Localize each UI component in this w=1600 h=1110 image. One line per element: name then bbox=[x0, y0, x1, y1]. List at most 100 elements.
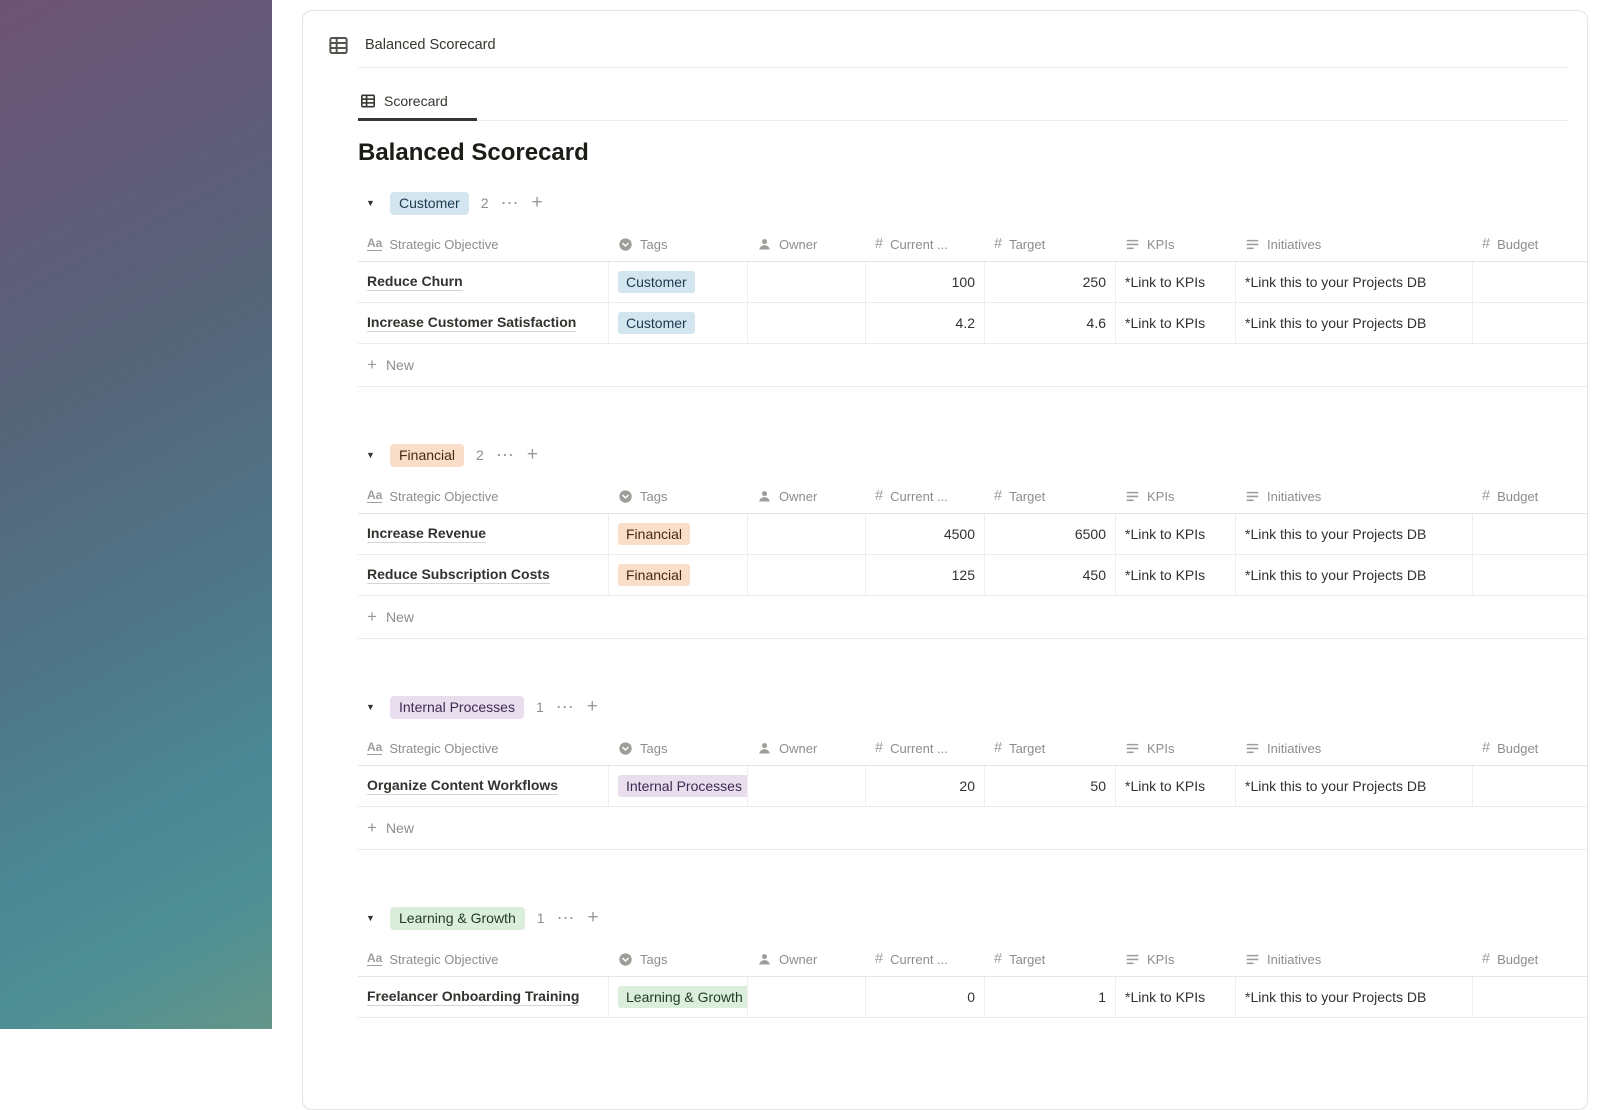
cell-target[interactable]: 1 bbox=[985, 977, 1116, 1017]
group-add-row-icon[interactable]: + bbox=[586, 696, 598, 717]
cell-current[interactable]: 125 bbox=[866, 555, 985, 595]
column-header-kpis[interactable]: KPIs bbox=[1116, 489, 1236, 504]
tab-scorecard[interactable]: Scorecard bbox=[358, 86, 477, 121]
column-header-initiatives[interactable]: Initiatives bbox=[1236, 952, 1473, 967]
column-header-kpis[interactable]: KPIs bbox=[1116, 237, 1236, 252]
group-add-row-icon[interactable]: + bbox=[531, 192, 543, 213]
column-header-strategic-objective[interactable]: Aa Strategic Objective bbox=[358, 237, 609, 252]
cell-kpis[interactable]: *Link to KPIs bbox=[1116, 303, 1236, 343]
cell-objective[interactable]: Reduce Subscription Costs bbox=[358, 555, 609, 595]
group-options-icon[interactable]: ⋯ bbox=[500, 193, 520, 213]
cell-initiatives[interactable]: *Link this to your Projects DB bbox=[1236, 555, 1473, 595]
cell-tag[interactable]: Customer bbox=[609, 262, 748, 302]
group-options-icon[interactable]: ⋯ bbox=[556, 908, 576, 928]
column-header-target[interactable]: # Target bbox=[985, 237, 1116, 252]
group-collapse-toggle-icon[interactable]: ▼ bbox=[366, 450, 375, 460]
group-collapse-toggle-icon[interactable]: ▼ bbox=[366, 913, 375, 923]
cell-objective[interactable]: Increase Customer Satisfaction bbox=[358, 303, 609, 343]
cell-initiatives[interactable]: *Link this to your Projects DB bbox=[1236, 977, 1473, 1017]
cell-owner[interactable] bbox=[748, 555, 866, 595]
cell-current[interactable]: 4500 bbox=[866, 514, 985, 554]
column-header-current[interactable]: # Current ... bbox=[866, 237, 985, 252]
column-header-owner[interactable]: Owner bbox=[748, 237, 866, 252]
cell-current[interactable]: 100 bbox=[866, 262, 985, 302]
cell-budget[interactable] bbox=[1473, 977, 1589, 1017]
cell-initiatives[interactable]: *Link this to your Projects DB bbox=[1236, 303, 1473, 343]
column-header-tags[interactable]: Tags bbox=[609, 489, 748, 504]
new-row-button[interactable]: + New bbox=[358, 807, 1587, 850]
column-header-target[interactable]: # Target bbox=[985, 741, 1116, 756]
cell-budget[interactable] bbox=[1473, 262, 1589, 302]
group-add-row-icon[interactable]: + bbox=[526, 444, 538, 465]
cell-kpis[interactable]: *Link to KPIs bbox=[1116, 555, 1236, 595]
cell-target[interactable]: 250 bbox=[985, 262, 1116, 302]
column-header-owner[interactable]: Owner bbox=[748, 489, 866, 504]
group-name-tag[interactable]: Learning & Growth bbox=[390, 906, 525, 930]
cell-tag[interactable]: Financial bbox=[609, 555, 748, 595]
cell-target[interactable]: 450 bbox=[985, 555, 1116, 595]
group-add-row-icon[interactable]: + bbox=[587, 907, 599, 928]
column-header-initiatives[interactable]: Initiatives bbox=[1236, 741, 1473, 756]
cell-current[interactable]: 20 bbox=[866, 766, 985, 806]
column-header-budget[interactable]: # Budget bbox=[1473, 237, 1589, 252]
group-options-icon[interactable]: ⋯ bbox=[555, 697, 575, 717]
cell-owner[interactable] bbox=[748, 303, 866, 343]
cell-tag[interactable]: Financial bbox=[609, 514, 748, 554]
group-collapse-toggle-icon[interactable]: ▼ bbox=[366, 702, 375, 712]
cell-tag[interactable]: Internal Processes bbox=[609, 766, 748, 806]
cell-owner[interactable] bbox=[748, 262, 866, 302]
cell-tag[interactable]: Customer bbox=[609, 303, 748, 343]
group-name-tag[interactable]: Internal Processes bbox=[390, 695, 524, 719]
group-collapse-toggle-icon[interactable]: ▼ bbox=[366, 198, 375, 208]
column-header-current[interactable]: # Current ... bbox=[866, 741, 985, 756]
column-header-initiatives[interactable]: Initiatives bbox=[1236, 489, 1473, 504]
column-header-tags[interactable]: Tags bbox=[609, 237, 748, 252]
column-header-owner[interactable]: Owner bbox=[748, 952, 866, 967]
column-header-tags[interactable]: Tags bbox=[609, 952, 748, 967]
cell-budget[interactable] bbox=[1473, 303, 1589, 343]
cell-kpis[interactable]: *Link to KPIs bbox=[1116, 514, 1236, 554]
cell-initiatives[interactable]: *Link this to your Projects DB bbox=[1236, 766, 1473, 806]
cell-target[interactable]: 4.6 bbox=[985, 303, 1116, 343]
cell-objective[interactable]: Reduce Churn bbox=[358, 262, 609, 302]
column-header-current[interactable]: # Current ... bbox=[866, 489, 985, 504]
cell-current[interactable]: 4.2 bbox=[866, 303, 985, 343]
cell-target[interactable]: 6500 bbox=[985, 514, 1116, 554]
cell-budget[interactable] bbox=[1473, 766, 1589, 806]
group-name-tag[interactable]: Customer bbox=[390, 191, 469, 215]
cell-initiatives[interactable]: *Link this to your Projects DB bbox=[1236, 262, 1473, 302]
cell-owner[interactable] bbox=[748, 977, 866, 1017]
cell-tag[interactable]: Learning & Growth bbox=[609, 977, 748, 1017]
column-header-current[interactable]: # Current ... bbox=[866, 952, 985, 967]
cell-kpis[interactable]: *Link to KPIs bbox=[1116, 262, 1236, 302]
column-header-strategic-objective[interactable]: Aa Strategic Objective bbox=[358, 489, 609, 504]
cell-budget[interactable] bbox=[1473, 555, 1589, 595]
column-header-initiatives[interactable]: Initiatives bbox=[1236, 237, 1473, 252]
column-header-target[interactable]: # Target bbox=[985, 952, 1116, 967]
cell-owner[interactable] bbox=[748, 514, 866, 554]
cell-objective[interactable]: Increase Revenue bbox=[358, 514, 609, 554]
column-header-tags[interactable]: Tags bbox=[609, 741, 748, 756]
column-header-budget[interactable]: # Budget bbox=[1473, 741, 1589, 756]
column-header-kpis[interactable]: KPIs bbox=[1116, 952, 1236, 967]
new-row-button[interactable]: + New bbox=[358, 344, 1587, 387]
group-name-tag[interactable]: Financial bbox=[390, 443, 465, 467]
cell-kpis[interactable]: *Link to KPIs bbox=[1116, 766, 1236, 806]
cell-objective[interactable]: Organize Content Workflows bbox=[358, 766, 609, 806]
cell-objective[interactable]: Freelancer Onboarding Training bbox=[358, 977, 609, 1017]
column-header-owner[interactable]: Owner bbox=[748, 741, 866, 756]
column-header-budget[interactable]: # Budget bbox=[1473, 489, 1589, 504]
cell-target[interactable]: 50 bbox=[985, 766, 1116, 806]
cell-initiatives[interactable]: *Link this to your Projects DB bbox=[1236, 514, 1473, 554]
page-title[interactable]: Balanced Scorecard bbox=[358, 139, 589, 166]
column-header-kpis[interactable]: KPIs bbox=[1116, 741, 1236, 756]
cell-kpis[interactable]: *Link to KPIs bbox=[1116, 977, 1236, 1017]
cell-owner[interactable] bbox=[748, 766, 866, 806]
column-header-strategic-objective[interactable]: Aa Strategic Objective bbox=[358, 952, 609, 967]
column-header-strategic-objective[interactable]: Aa Strategic Objective bbox=[358, 741, 609, 756]
database-title[interactable]: Balanced Scorecard bbox=[365, 37, 496, 53]
column-header-budget[interactable]: # Budget bbox=[1473, 952, 1589, 967]
new-row-button[interactable]: + New bbox=[358, 596, 1587, 639]
column-header-target[interactable]: # Target bbox=[985, 489, 1116, 504]
group-options-icon[interactable]: ⋯ bbox=[495, 445, 515, 465]
